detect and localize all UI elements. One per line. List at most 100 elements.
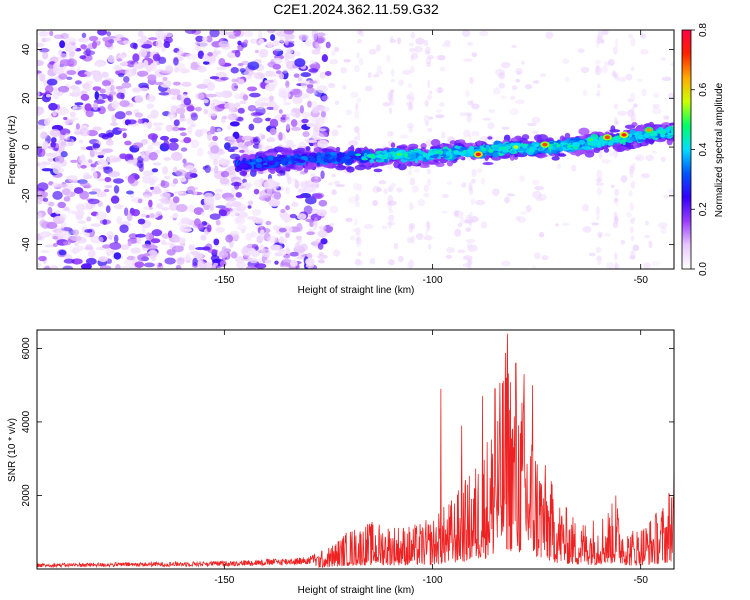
heatmap-cell xyxy=(515,215,521,221)
heatmap-cell xyxy=(285,232,290,238)
heatmap-cell xyxy=(220,170,230,178)
heatmap-cell xyxy=(258,132,264,142)
heatmap-cell xyxy=(298,141,307,149)
heatmap-cell xyxy=(298,159,306,164)
heatmap-cell xyxy=(504,196,510,204)
heatmap-cell xyxy=(629,169,634,179)
heatmap-cell xyxy=(226,51,238,59)
heatmap-cell xyxy=(604,135,610,140)
heatmap-cell xyxy=(215,71,228,79)
heatmap-cell xyxy=(396,152,402,157)
heatmap-cell xyxy=(354,258,361,265)
heatmap-cell xyxy=(350,91,359,99)
heatmap-cell xyxy=(430,139,441,147)
heatmap-cell xyxy=(388,209,394,214)
heatmap-cell xyxy=(84,184,92,189)
heatmap-cell xyxy=(248,123,255,131)
heatmap-cell xyxy=(135,233,147,238)
heatmap-cell xyxy=(250,111,263,117)
heatmap-cell xyxy=(77,37,90,43)
heatmap-cell xyxy=(72,246,79,255)
heatmap-cell xyxy=(388,148,398,152)
snr-frame xyxy=(36,329,675,570)
heatmap-cell xyxy=(253,188,260,195)
heatmap-cell xyxy=(267,235,278,244)
heatmap-cell xyxy=(408,83,413,88)
heatmap-cell xyxy=(336,152,345,157)
heatmap-cell xyxy=(388,220,392,229)
heatmap-cell xyxy=(452,155,457,160)
heatmap-cell xyxy=(176,257,185,265)
heatmap-cell xyxy=(42,197,49,202)
heatmap-cell xyxy=(264,259,272,264)
heatmap-cell xyxy=(387,153,392,158)
heatmap-cell xyxy=(202,61,210,65)
heatmap-cell xyxy=(630,37,636,47)
heatmap-cell xyxy=(630,92,636,101)
heatmap-cell xyxy=(55,209,61,215)
heatmap-cell xyxy=(155,40,163,48)
heatmap-cell xyxy=(292,96,303,105)
heatmap-cell xyxy=(613,103,619,110)
heatmap-cell xyxy=(624,124,636,129)
heatmap-cell xyxy=(137,30,144,38)
heatmap-cell xyxy=(303,168,309,173)
heatmap-cell xyxy=(63,258,75,264)
heatmap-cell xyxy=(375,44,381,52)
heatmap-cell xyxy=(173,235,181,243)
heatmap-cell xyxy=(252,143,262,149)
heatmap-cell xyxy=(471,169,477,177)
heatmap-cell xyxy=(300,181,311,190)
heatmap-cell xyxy=(213,158,219,166)
heatmap-cell xyxy=(37,60,44,67)
heatmap-cell xyxy=(251,208,262,216)
heatmap-cell xyxy=(357,183,362,192)
heatmap-cell xyxy=(264,80,269,84)
heatmap-cell xyxy=(315,180,320,189)
colorbar: 0.0 0.2 0.4 0.6 0.8 Normalized spectral ampl… xyxy=(681,23,725,276)
heatmap-cell xyxy=(78,155,86,165)
heatmap-cell xyxy=(52,190,63,200)
heatmap-cell xyxy=(175,169,187,177)
heatmap-cell xyxy=(107,95,112,101)
heatmap-cell xyxy=(542,142,548,147)
heatmap-cell xyxy=(487,136,493,140)
heatmap-cell xyxy=(254,49,259,54)
heatmap-cell xyxy=(63,116,68,120)
spectrogram-x-tick-label: -150 xyxy=(214,275,234,286)
heatmap-cell xyxy=(76,210,85,217)
heatmap-cell xyxy=(187,185,196,195)
heatmap-cell xyxy=(231,82,239,92)
heatmap-cell xyxy=(409,202,414,211)
heatmap-cell xyxy=(239,163,249,169)
heatmap-cell xyxy=(200,128,208,134)
heatmap-cell xyxy=(146,66,152,73)
heatmap-cell xyxy=(279,36,284,43)
heatmap-cell xyxy=(427,128,433,133)
heatmap-cell xyxy=(247,61,260,70)
heatmap-cell xyxy=(532,80,540,84)
heatmap-cell xyxy=(596,38,600,48)
heatmap-cell xyxy=(273,104,279,111)
heatmap-cell xyxy=(316,152,322,157)
heatmap-cell xyxy=(136,70,149,77)
heatmap-cell xyxy=(254,100,261,107)
heatmap-cell xyxy=(234,102,241,108)
heatmap-cell xyxy=(593,146,601,154)
heatmap-cell xyxy=(406,237,412,244)
heatmap-cell xyxy=(568,147,574,151)
heatmap-cell xyxy=(397,255,404,263)
heatmap-cell xyxy=(278,87,287,94)
heatmap-cell xyxy=(224,102,236,110)
heatmap-cell xyxy=(305,146,311,151)
heatmap-cell xyxy=(390,68,395,77)
snr-x-tick-label: -150 xyxy=(214,575,234,586)
heatmap-cell xyxy=(42,51,49,60)
heatmap-cell xyxy=(145,214,150,218)
heatmap-cell xyxy=(470,198,476,205)
heatmap-cell xyxy=(407,261,412,269)
heatmap-cell xyxy=(95,211,107,221)
heatmap-cell xyxy=(312,220,318,231)
spectrogram-y-tick-label: 20 xyxy=(21,92,32,104)
heatmap-cell xyxy=(62,265,74,269)
